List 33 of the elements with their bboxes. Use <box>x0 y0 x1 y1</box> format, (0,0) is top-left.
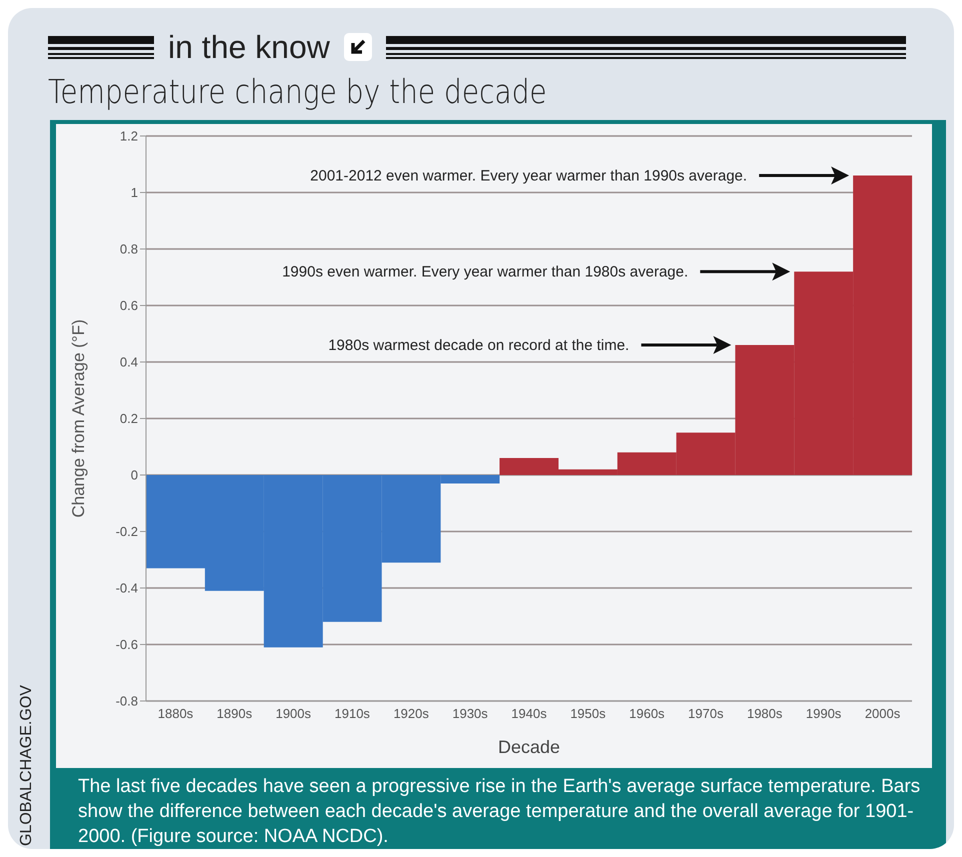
x-tick-label: 1880s <box>158 706 194 722</box>
y-tick-label: 0.4 <box>120 354 138 370</box>
x-tick-label: 1920s <box>393 706 430 722</box>
y-tick-label: -0.2 <box>116 524 138 540</box>
x-tick-label: 1990s <box>806 706 842 722</box>
text: The last five decades have seen a progressive rise in the Earth's average surface temperature. Bars show the difference between each decade's average temperature and the overall average for 1901-2000. (Figure source: NOAA NCDC). <box>78 775 922 849</box>
chart-subtitle: in the know <box>168 29 330 65</box>
annotation: 1980s warmest decade on record at the time. <box>328 337 630 354</box>
x-tick-label: 1940s <box>511 706 548 722</box>
x-tick-label: 1960s <box>629 706 666 722</box>
y-tick-label: -0.4 <box>116 580 138 596</box>
x-tick-label: 1950s <box>570 706 606 722</box>
x-tick-label: 1890s <box>216 706 253 722</box>
y-axis-title: Change from Average (°F) <box>69 319 88 518</box>
y-tick-label: 0 <box>130 468 138 483</box>
x-tick-label: 1980s <box>746 706 783 722</box>
y-tick-label: 1 <box>130 185 138 200</box>
y-tick-label: 0.8 <box>120 242 138 257</box>
y-tick-label: -0.6 <box>116 637 138 652</box>
chart-title: Temperature change by the decade <box>48 72 547 111</box>
y-tick-label: 0.6 <box>120 298 138 314</box>
text: GLOBALCHAGE.GOV <box>18 685 36 846</box>
x-tick-label: 1900s <box>276 706 312 722</box>
annotation: 2001-2012 even warmer. Every year warmer than 1990s average. <box>310 168 748 185</box>
annotation: 1990s even warmer. Every year warmer than 1980s average. <box>282 264 688 281</box>
y-tick-label: 0.2 <box>120 411 138 426</box>
x-tick-label: 1910s <box>334 706 370 722</box>
y-tick-label: -0.8 <box>116 694 138 709</box>
x-tick-label: 1970s <box>688 706 724 722</box>
y-tick-label: 1.2 <box>120 128 138 144</box>
x-tick-label: 2000s <box>864 706 901 722</box>
x-tick-label: 1930s <box>452 706 488 722</box>
x-axis-title: Decade <box>498 737 560 757</box>
